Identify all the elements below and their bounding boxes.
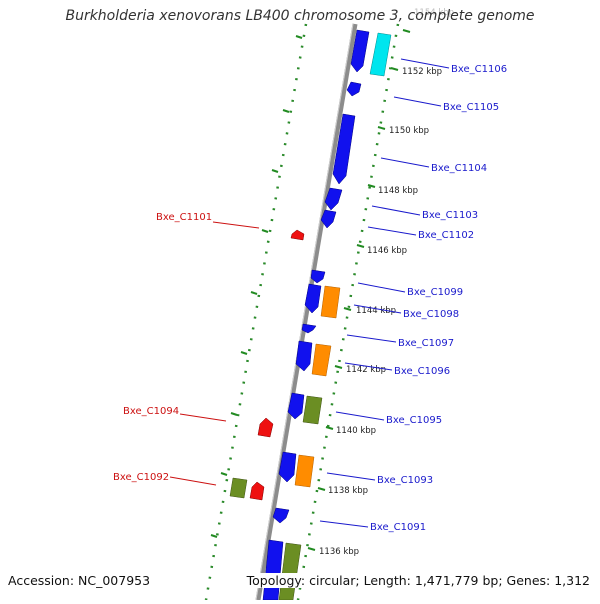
label-connector	[346, 334, 397, 343]
gene-feature-bxe-c1093[interactable]	[278, 451, 297, 483]
label-connector	[380, 157, 430, 168]
scale-label-1144: 1144 kbp	[356, 306, 396, 316]
scale-tick	[295, 35, 303, 39]
label-connector	[326, 472, 376, 481]
scale-label-1142: 1142 kbp	[346, 365, 386, 375]
scale-tick	[271, 169, 279, 173]
label-connector	[344, 362, 393, 371]
label-connector	[400, 58, 450, 69]
scale-label-1148: 1148 kbp	[378, 186, 418, 196]
gene-feature-bxe-c1092[interactable]	[249, 481, 265, 501]
scale-tick	[261, 229, 269, 233]
scale-label-1154: 1154 kbp	[414, 8, 454, 18]
scale-label-1140: 1140 kbp	[336, 426, 376, 436]
scale-tick	[250, 291, 258, 295]
scale-label-1150: 1150 kbp	[389, 126, 429, 136]
scale-tick	[210, 534, 218, 538]
gene-feature-bxe-c1106[interactable]	[350, 29, 370, 73]
scale-tick	[390, 67, 399, 71]
gene-label-bxe-c1098[interactable]: Bxe_C1098	[403, 309, 459, 320]
gene-label-bxe-c1101[interactable]: Bxe_C1101	[156, 212, 212, 223]
gene-feature-bxe-c1104[interactable]	[332, 113, 356, 185]
label-connector	[179, 413, 227, 422]
label-connector	[371, 205, 421, 216]
label-connector	[393, 96, 442, 107]
label-connector	[169, 476, 217, 486]
gene-label-bxe-c1103[interactable]: Bxe_C1103	[422, 210, 478, 221]
label-connector	[353, 304, 402, 314]
gene-label-bxe-c1104[interactable]: Bxe_C1104	[431, 163, 487, 174]
gene-label-bxe-c1094[interactable]: Bxe_C1094	[123, 406, 179, 417]
olive-feature[interactable]	[229, 477, 248, 499]
gene-label-bxe-c1097[interactable]: Bxe_C1097	[398, 338, 454, 349]
gene-label-bxe-c1106[interactable]: Bxe_C1106	[451, 64, 507, 75]
gene-feature-bxe-c1091[interactable]	[272, 507, 290, 524]
scale-tick	[282, 109, 290, 113]
gene-label-bxe-c1105[interactable]: Bxe_C1105	[443, 102, 499, 113]
scale-tick	[402, 29, 411, 33]
topology-info: Topology: circular; Length: 1,471,779 bp…	[244, 573, 592, 588]
gene-label-bxe-c1095[interactable]: Bxe_C1095	[386, 415, 442, 426]
scale-label-1146: 1146 kbp	[367, 246, 407, 256]
scale-tick	[307, 547, 316, 551]
gene-feature-bxe-c1094[interactable]	[257, 417, 274, 438]
olive-feature[interactable]	[302, 395, 323, 425]
orange-feature[interactable]	[311, 343, 332, 377]
gene-feature-bxe-c1095[interactable]	[287, 392, 305, 420]
scale-tick	[240, 351, 248, 355]
cyan-feature[interactable]	[369, 32, 392, 77]
orange-feature[interactable]	[320, 285, 341, 319]
scale-tick	[377, 126, 386, 130]
scale-label-1138: 1138 kbp	[328, 486, 368, 496]
gene-feature-bxe-c1101[interactable]	[290, 229, 305, 241]
scale-tick	[317, 487, 326, 491]
scale-tick	[230, 412, 238, 416]
label-connector	[319, 520, 369, 528]
gene-label-bxe-c1102[interactable]: Bxe_C1102	[418, 230, 474, 241]
scale-tick	[367, 184, 376, 188]
chromosome-backbone-highlight	[255, 23, 354, 601]
label-connector	[212, 221, 260, 229]
label-connector	[367, 226, 417, 236]
gene-feature-bxe-c1105[interactable]	[346, 81, 362, 97]
gene-feature-bxe-c1103[interactable]	[324, 187, 343, 211]
gene-feature-bxe-c1098[interactable]	[304, 283, 322, 314]
label-connector	[335, 411, 385, 421]
chromosome-backbone	[255, 23, 358, 601]
gene-feature-bxe-c1096[interactable]	[295, 340, 313, 372]
gene-label-bxe-c1096[interactable]: Bxe_C1096	[394, 366, 450, 377]
gene-label-bxe-c1091[interactable]: Bxe_C1091	[370, 522, 426, 533]
scale-label-1136: 1136 kbp	[319, 547, 359, 557]
orange-feature[interactable]	[294, 454, 315, 488]
map-title: Burkholderia xenovorans LB400 chromosome…	[65, 8, 535, 24]
scale-tick	[325, 426, 334, 430]
gene-feature-bxe-c1102[interactable]	[320, 209, 337, 229]
outer-reverse-dotted-guide	[204, 23, 308, 601]
scale-tick	[343, 307, 352, 311]
gene-label-bxe-c1092[interactable]: Bxe_C1092	[113, 472, 169, 483]
scale-tick	[356, 244, 365, 248]
gene-feature-bxe-c1097[interactable]	[301, 323, 317, 334]
gene-label-bxe-c1093[interactable]: Bxe_C1093	[377, 475, 433, 486]
gene-feature-bxe-c1099[interactable]	[310, 269, 326, 284]
label-connector	[357, 282, 406, 293]
scale-tick	[220, 472, 228, 476]
scale-ticks	[210, 29, 411, 551]
gene-label-bxe-c1099[interactable]: Bxe_C1099	[407, 287, 463, 298]
accession-info: Accession: NC_007953	[6, 573, 153, 588]
scale-tick	[334, 365, 343, 369]
scale-label-1152: 1152 kbp	[402, 67, 442, 77]
